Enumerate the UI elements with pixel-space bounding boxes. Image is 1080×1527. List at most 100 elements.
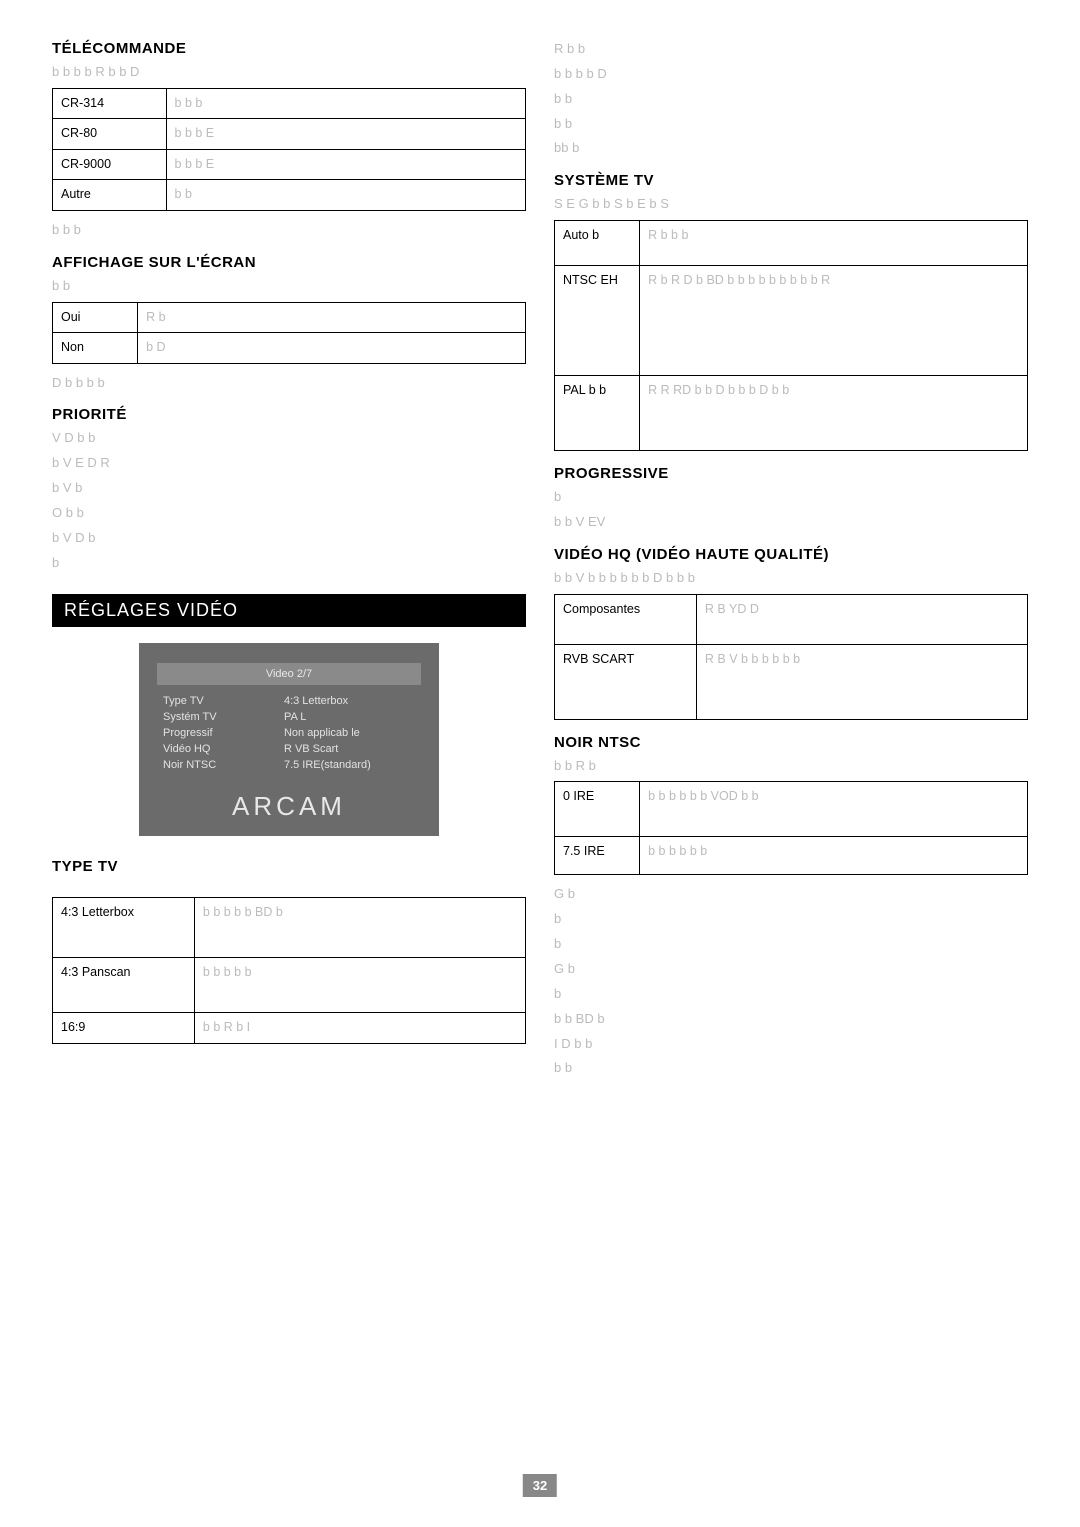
cell-label: Oui <box>53 302 138 333</box>
cell-value: R b <box>138 302 526 333</box>
table-row: Auto bR b b b <box>555 221 1028 266</box>
cell-label: Composantes <box>555 594 697 644</box>
table-row: CR-9000b b b E <box>53 149 526 180</box>
table-row: ComposantesR B YD D <box>555 594 1028 644</box>
table-row: 4:3 Panscanb b b b b <box>53 958 526 1013</box>
cell-value: b D <box>138 333 526 364</box>
noir-after: b <box>554 985 1028 1004</box>
table-typetv: 4:3 Letterboxb b b b b BD b 4:3 Panscanb… <box>52 897 526 1044</box>
table-row: PAL b bR R RD b b D b b b D b b <box>555 376 1028 451</box>
cell-label: 4:3 Letterbox <box>53 898 195 958</box>
table-row: CR-80b b b E <box>53 119 526 150</box>
heading-reglages-video: RÉGLAGES VIDÉO <box>52 594 526 627</box>
heading-systeme: SYSTÈME TV <box>554 172 1028 189</box>
progressive-line: b <box>554 488 1028 507</box>
table-row: 16:9b b R b I <box>53 1013 526 1044</box>
table-row: NTSC EHR b R D b BD b b b b b b b b b R <box>555 266 1028 376</box>
cell-value: b b b b b b <box>640 837 1028 875</box>
cell-label: RVB SCART <box>555 644 697 719</box>
table-row: Autreb b <box>53 180 526 211</box>
right-top-line: bb b <box>554 139 1028 158</box>
priorite-line: b V E D R <box>52 454 526 473</box>
osd-row: Systém TVPA L <box>163 709 415 725</box>
noir-after: b <box>554 935 1028 954</box>
cell-label: Auto b <box>555 221 640 266</box>
cell-value: R R RD b b D b b b D b b <box>640 376 1028 451</box>
osd-rows: Type TV4:3 Letterbox Systém TVPA L Progr… <box>139 693 439 773</box>
table-row: Nonb D <box>53 333 526 364</box>
priorite-line: V D b b <box>52 429 526 448</box>
osd-row: Noir NTSC7.5 IRE(standard) <box>163 757 415 773</box>
affichage-after: D b b b b <box>52 374 526 393</box>
left-column: TÉLÉCOMMANDE b b b b R b b D CR-314b b b… <box>52 40 526 1084</box>
osd-row: Type TV4:3 Letterbox <box>163 693 415 709</box>
table-row: 7.5 IREb b b b b b <box>555 837 1028 875</box>
cell-label: Autre <box>53 180 167 211</box>
cell-value: b b b b b <box>194 958 525 1013</box>
affichage-intro: b b <box>52 277 526 296</box>
cell-label: 7.5 IRE <box>555 837 640 875</box>
cell-value: b b b b b b VOD b b <box>640 782 1028 837</box>
cell-label: Non <box>53 333 138 364</box>
osd-row: ProgressifNon applicab le <box>163 725 415 741</box>
osd-logo: ARCAM <box>139 791 439 822</box>
cell-value: R B V b b b b b b <box>696 644 1027 719</box>
osd-title: Video 2/7 <box>157 663 421 685</box>
heading-progressive: PROGRESSIVE <box>554 465 1028 482</box>
telecommande-intro: b b b b R b b D <box>52 63 526 82</box>
page-number: 32 <box>523 1474 557 1497</box>
table-row: CR-314b b b <box>53 88 526 119</box>
heading-typetv: TYPE TV <box>52 858 526 875</box>
noir-intro: b b R b <box>554 757 1028 776</box>
priorite-line: b V b <box>52 479 526 498</box>
osd-value: PA L <box>284 711 415 723</box>
right-top-line: R b b <box>554 40 1028 59</box>
cell-value: b b R b I <box>194 1013 525 1044</box>
osd-value: 4:3 Letterbox <box>284 695 415 707</box>
priorite-line: b V D b <box>52 529 526 548</box>
cell-value: R B YD D <box>696 594 1027 644</box>
heading-priorite: PRIORITÉ <box>52 406 526 423</box>
osd-row: Vidéo HQR VB Scart <box>163 741 415 757</box>
table-videohq: ComposantesR B YD D RVB SCARTR B V b b b… <box>554 594 1028 720</box>
table-systeme: Auto bR b b b NTSC EHR b R D b BD b b b … <box>554 220 1028 451</box>
systeme-intro: S E G b b S b E b S <box>554 195 1028 214</box>
progressive-line: b b V EV <box>554 513 1028 532</box>
cell-label: NTSC EH <box>555 266 640 376</box>
osd-value: 7.5 IRE(standard) <box>284 759 415 771</box>
cell-value: b b b <box>166 88 525 119</box>
priorite-line: O b b <box>52 504 526 523</box>
heading-videohq: VIDÉO HQ (VIDÉO HAUTE QUALITÉ) <box>554 546 1028 563</box>
osd-label: Vidéo HQ <box>163 743 284 755</box>
right-top-line: b b b b D <box>554 65 1028 84</box>
cell-label: 0 IRE <box>555 782 640 837</box>
noir-after: I D b b <box>554 1035 1028 1054</box>
osd-label: Type TV <box>163 695 284 707</box>
telecommande-after: b b b <box>52 221 526 240</box>
cell-value: R b b b <box>640 221 1028 266</box>
noir-after: b b BD b <box>554 1010 1028 1029</box>
cell-value: R b R D b BD b b b b b b b b b R <box>640 266 1028 376</box>
cell-value: b b b E <box>166 119 525 150</box>
right-top-line: b b <box>554 115 1028 134</box>
table-row: RVB SCARTR B V b b b b b b <box>555 644 1028 719</box>
table-noir: 0 IREb b b b b b VOD b b 7.5 IREb b b b … <box>554 781 1028 875</box>
osd-value: R VB Scart <box>284 743 415 755</box>
cell-label: CR-80 <box>53 119 167 150</box>
right-top-line: b b <box>554 90 1028 109</box>
table-affichage: OuiR b Nonb D <box>52 302 526 364</box>
cell-value: b b b E <box>166 149 525 180</box>
cell-label: 4:3 Panscan <box>53 958 195 1013</box>
noir-after: b <box>554 910 1028 929</box>
right-column: R b b b b b b D b b b b bb b SYSTÈME TV … <box>554 40 1028 1084</box>
noir-after: b b <box>554 1059 1028 1078</box>
osd-value: Non applicab le <box>284 727 415 739</box>
cell-value: b b b b b BD b <box>194 898 525 958</box>
osd-label: Systém TV <box>163 711 284 723</box>
priorite-line: b <box>52 554 526 573</box>
cell-label: 16:9 <box>53 1013 195 1044</box>
osd-label: Noir NTSC <box>163 759 284 771</box>
osd-label: Progressif <box>163 727 284 739</box>
cell-label: CR-9000 <box>53 149 167 180</box>
noir-after: G b <box>554 885 1028 904</box>
